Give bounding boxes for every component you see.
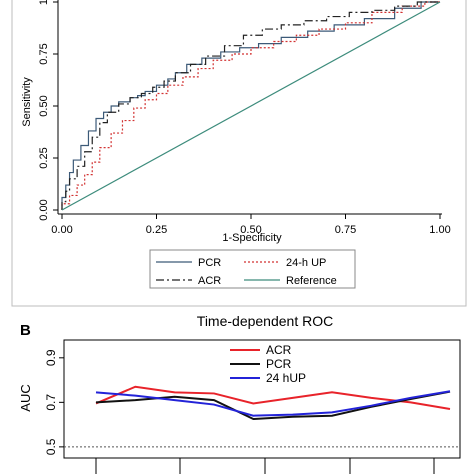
roc-panel: 0.00 0.25 0.50 0.75 1.00 0.00 0.25 0.50 0.75 1 1-S… — [11, 0, 467, 307]
auc-plot-area: 0.5 0.7 0.9 AUC — [18, 339, 461, 474]
roc-legend-label-acr: ACR — [198, 275, 221, 287]
auc-legend-label-pcr: PCR — [266, 357, 292, 371]
roc-plot-area: 0.00 0.25 0.50 0.75 1.00 0.00 0.25 0.50 0.75 1 1-S… — [21, 0, 451, 244]
roc-series-pcr — [61, 1, 440, 210]
auc-chart-title: Time-dependent ROC — [197, 313, 333, 329]
auc-plot-frame — [63, 339, 461, 459]
roc-x-tick-label: 0.00 — [51, 224, 72, 236]
auc-series-acr — [95, 385, 451, 411]
roc-x-axis-label: 1-Specificity — [222, 232, 282, 244]
roc-x-tick-label: 0.75 — [335, 224, 356, 236]
roc-legend-label-24-h-up: 24-h UP — [286, 257, 326, 269]
roc-series-24-h-up — [61, 1, 440, 210]
roc-legend: PCR 24-h UP ACR Reference — [149, 249, 356, 289]
roc-y-tick-label: 0.25 — [38, 147, 50, 168]
roc-series-reference — [61, 1, 441, 211]
roc-legend-box — [149, 249, 356, 289]
roc-x-tick-label: 0.25 — [146, 224, 167, 236]
roc-y-tick-label: 1 — [38, 0, 50, 5]
roc-panel-frame — [11, 0, 467, 307]
roc-y-tick-label: 0.50 — [38, 95, 50, 116]
auc-legend-label-24-hup: 24 hUP — [266, 371, 306, 385]
roc-y-axis-label: Sensitivity — [21, 77, 33, 127]
auc-legend-label-acr: ACR — [266, 343, 292, 357]
auc-y-axis-label: AUC — [18, 384, 33, 411]
roc-y-tick-label: 0.00 — [38, 199, 50, 220]
panel-b-label: B — [20, 322, 31, 339]
roc-x-tick-label: 1.00 — [429, 224, 450, 236]
auc-y-tick-label: 0.9 — [44, 349, 58, 366]
roc-legend-label-pcr: PCR — [198, 257, 221, 269]
auc-panel: B Time-dependent ROC 0.5 0.7 0.9 AUC ACRPCR… — [18, 313, 461, 474]
auc-y-tick-label: 0.7 — [44, 394, 58, 411]
roc-y-tick-label: 0.75 — [38, 43, 50, 64]
roc-x-tick-label: 0.50 — [240, 224, 261, 236]
auc-y-tick-label: 0.5 — [44, 438, 58, 455]
roc-series-acr — [61, 1, 440, 210]
roc-legend-label-reference: Reference — [286, 275, 337, 287]
auc-series-24-hup — [95, 390, 451, 417]
